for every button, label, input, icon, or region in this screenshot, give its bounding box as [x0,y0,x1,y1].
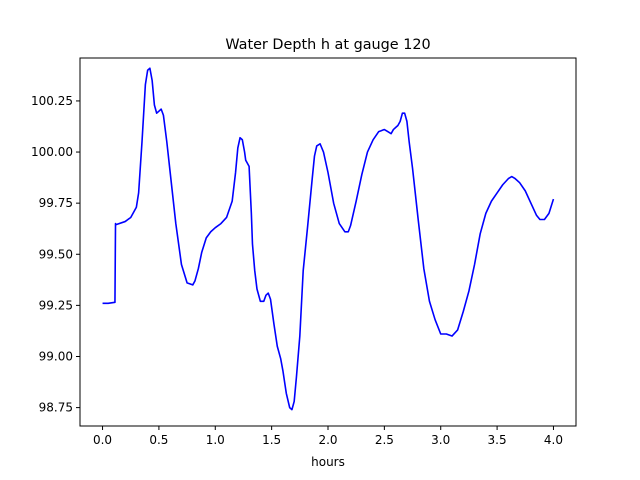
x-tick-label: 0.5 [149,433,168,447]
y-tick-label: 99.75 [39,196,73,210]
y-axis: 98.75 99.00 99.25 99.50 99.75 100.00 100.25 [31,94,80,415]
x-tick-label: 2.5 [375,433,394,447]
y-tick-label: 100.25 [31,94,73,108]
y-tick-label: 100.00 [31,145,73,159]
y-tick-label: 99.25 [39,298,73,312]
x-tick-label: 3.5 [488,433,507,447]
x-tick-label: 4.0 [544,433,563,447]
chart-title: Water Depth h at gauge 120 [225,37,430,53]
y-tick-label: 99.50 [39,247,73,261]
y-tick-label: 99.00 [39,349,73,363]
x-tick-label: 2.0 [318,433,337,447]
depth-series-line [102,67,555,411]
x-tick-label: 0.0 [93,433,112,447]
x-tick-label: 1.5 [262,433,281,447]
x-axis: 0.0 0.5 1.0 1.5 2.0 2.5 3.0 3.5 4.0 [93,426,563,447]
x-tick-label: 1.0 [206,433,225,447]
plot-area [79,57,577,427]
x-tick-label: 3.0 [431,433,450,447]
x-axis-label: hours [311,455,345,469]
y-tick-label: 98.75 [39,401,73,415]
